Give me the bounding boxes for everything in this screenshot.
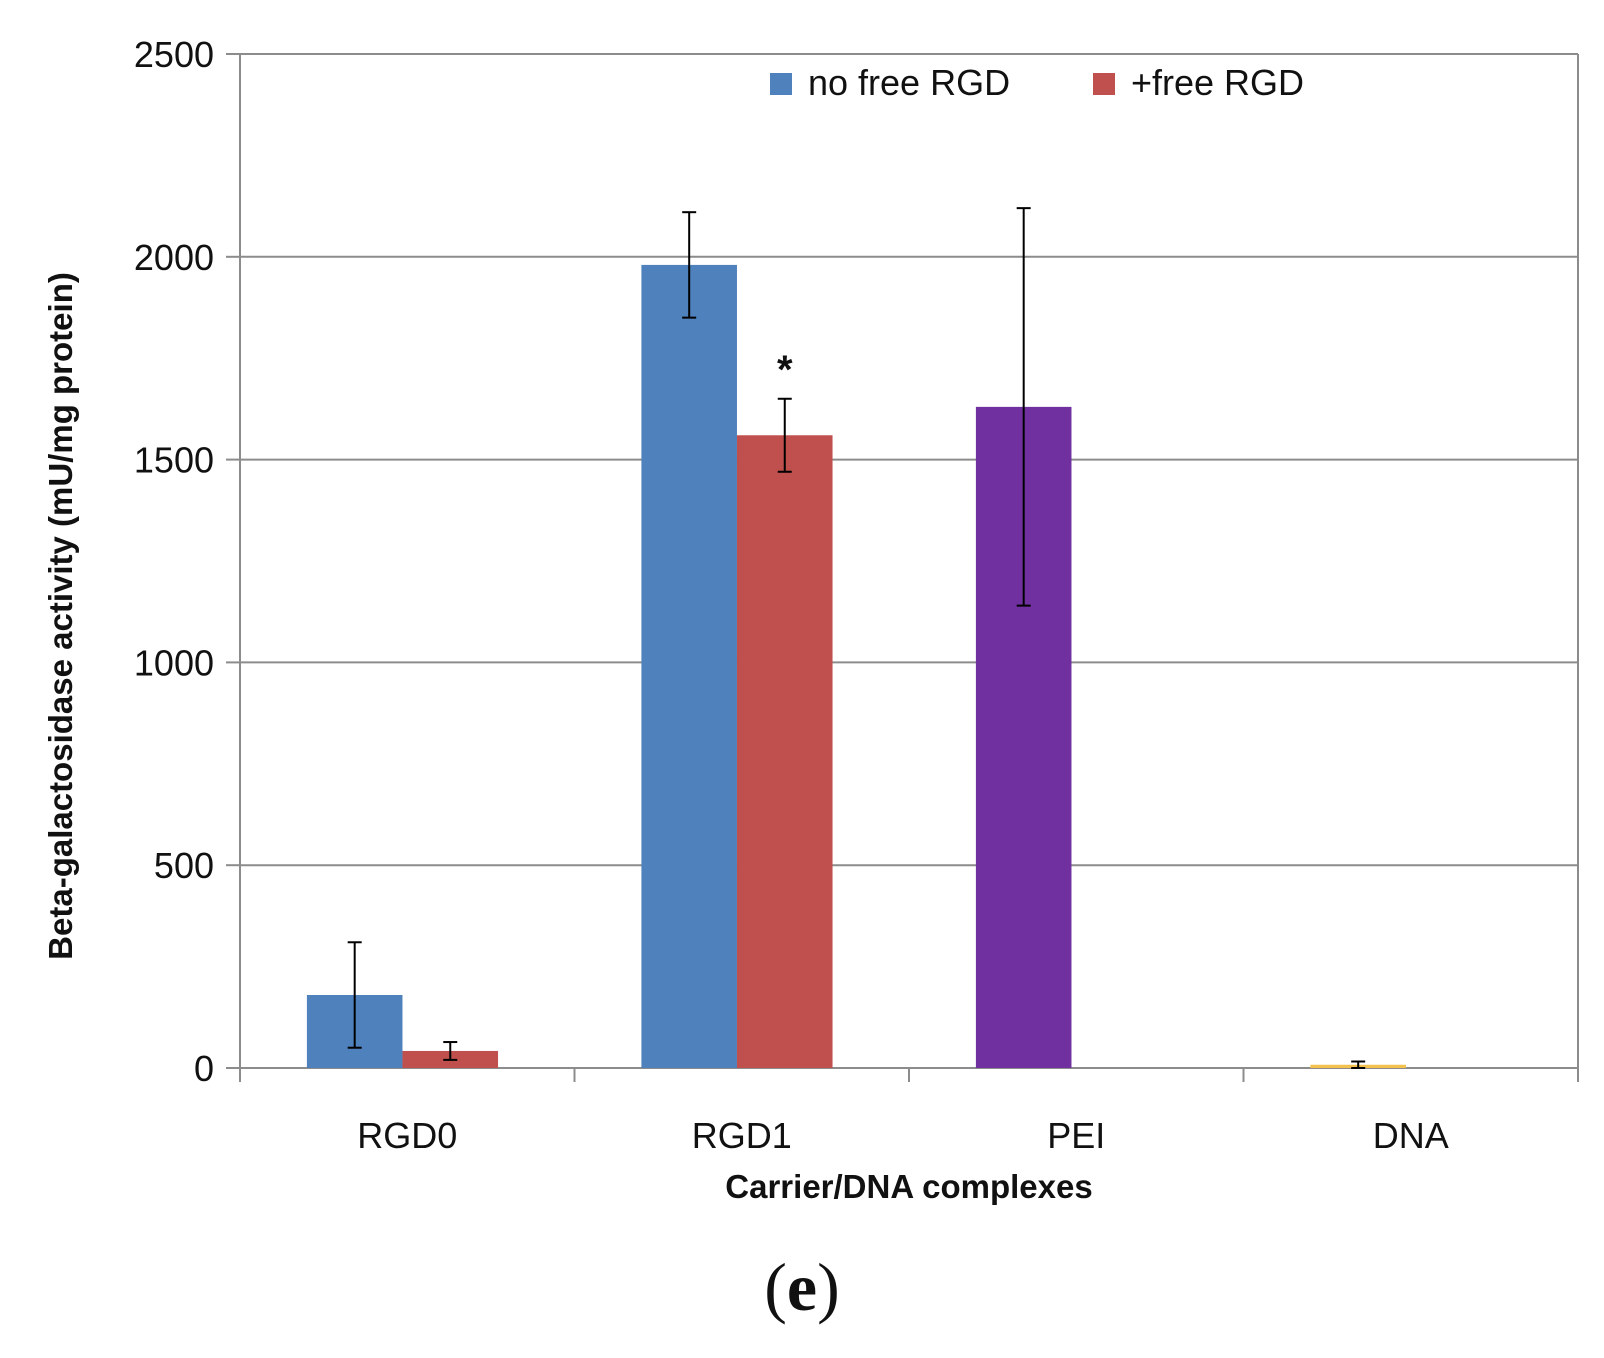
- legend-swatch-free-rgd: [1093, 73, 1115, 95]
- panel-label: (e): [764, 1249, 840, 1325]
- panel-label-close-paren: ): [817, 1249, 840, 1325]
- panel-label-open-paren: (: [764, 1249, 787, 1325]
- y-tick-label: 500: [154, 845, 214, 886]
- y-tick-label: 1000: [134, 642, 214, 683]
- y-axis-title: Beta-galactosidase activity (mU/mg prote…: [42, 272, 79, 960]
- x-tick-label: RGD0: [357, 1115, 457, 1156]
- x-tick-label: PEI: [1047, 1115, 1105, 1156]
- legend-label: +free RGD: [1131, 62, 1304, 103]
- x-tick-label: DNA: [1373, 1115, 1449, 1156]
- x-axis-title: Carrier/DNA complexes: [725, 1168, 1092, 1205]
- x-tick-label: RGD1: [692, 1115, 792, 1156]
- legend-swatch-no-free-rgd: [770, 73, 792, 95]
- bar-rgd1-no-free-rgd: [641, 264, 737, 1068]
- legend-label: no free RGD: [808, 62, 1010, 103]
- y-tick-label: 2000: [134, 237, 214, 278]
- bar-rgd1-free-rgd: [736, 435, 833, 1068]
- y-tick-label: 0: [194, 1048, 214, 1089]
- panel-label-letter: e: [787, 1249, 817, 1325]
- y-tick-label: 2500: [134, 34, 214, 75]
- significance-star: *: [777, 348, 793, 392]
- y-tick-label: 1500: [134, 440, 214, 481]
